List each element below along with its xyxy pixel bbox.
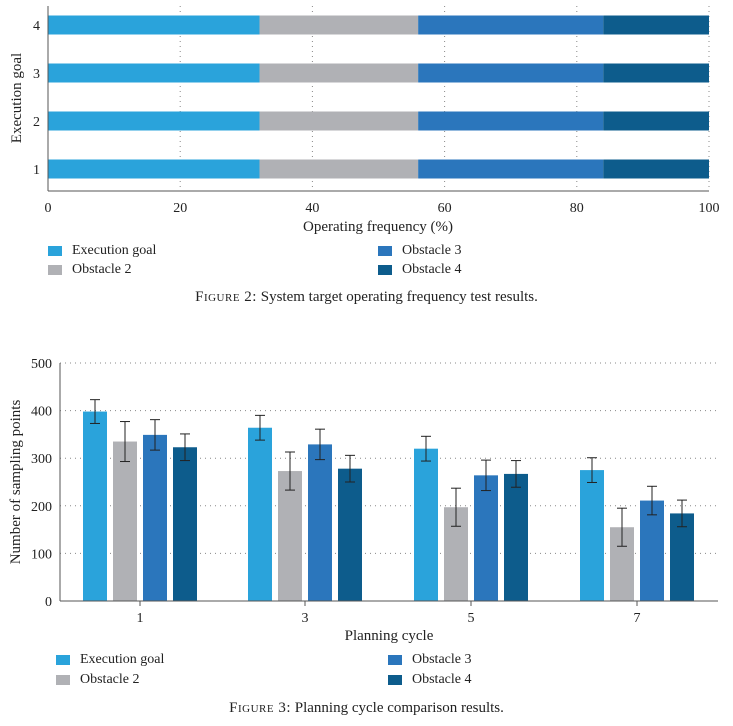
y-tick-label: 100 — [31, 547, 52, 562]
bar-segment — [418, 111, 604, 131]
legend-item-obstacle-4: Obstacle 4 — [388, 672, 471, 688]
legend-swatch — [56, 674, 70, 685]
bar — [338, 468, 362, 601]
bar-segment — [259, 63, 419, 83]
bar-segment — [48, 63, 260, 83]
legend-label: Obstacle 4 — [402, 262, 462, 277]
x-tick-label: 80 — [570, 201, 584, 216]
bar-segment — [418, 63, 604, 83]
bar-segment — [418, 159, 604, 179]
figure-2-caption: Figure 2: System target operating freque… — [0, 289, 733, 306]
bar-segment — [418, 15, 604, 35]
figure-2-caption-text: System target operating frequency test r… — [260, 289, 538, 305]
bar-segment — [259, 15, 419, 35]
bar-segment — [48, 159, 260, 179]
y-tick-label: 300 — [31, 452, 52, 467]
legend-label: Obstacle 2 — [72, 262, 132, 277]
x-tick-label: 5 — [468, 611, 475, 626]
figure-3-chart: 0 100 200 300 400 500 1 3 5 7 Planning cycle Number… — [8, 357, 718, 644]
bar — [474, 475, 498, 601]
y-tick-label: 400 — [31, 405, 52, 420]
bar-segment — [603, 111, 709, 131]
legend-label: Obstacle 3 — [402, 243, 462, 258]
legend-swatch — [56, 654, 70, 665]
bar — [248, 427, 272, 601]
bar — [414, 448, 438, 601]
legend-item-execution-goal: Execution goal — [48, 243, 156, 259]
x-tick-label: 1 — [137, 611, 144, 626]
y-tick-label: 0 — [45, 595, 52, 610]
x-tick-label: 20 — [173, 201, 187, 216]
legend-item-obstacle-3: Obstacle 3 — [388, 652, 471, 668]
bar-segment — [603, 63, 709, 83]
legend-label: Execution goal — [80, 652, 165, 667]
bar-segment — [603, 15, 709, 35]
figure-3-caption: Figure 3: Planning cycle comparison resu… — [0, 700, 733, 717]
y-tick-label: 1 — [33, 163, 40, 178]
bar — [504, 473, 528, 601]
x-axis-label: Planning cycle — [345, 628, 434, 644]
y-axis-label: Number of sampling points — [8, 400, 24, 565]
x-tick-label: 0 — [45, 201, 52, 216]
legend-swatch — [48, 245, 62, 256]
y-tick-label: 3 — [33, 67, 40, 82]
bar — [670, 513, 694, 601]
legend-swatch — [388, 674, 402, 685]
bar-segment — [603, 159, 709, 179]
bar — [173, 447, 197, 601]
legend-item-execution-goal: Execution goal — [56, 652, 164, 668]
legend-label: Obstacle 4 — [412, 672, 472, 687]
legend-label: Obstacle 2 — [80, 672, 140, 687]
bar — [308, 444, 332, 601]
figure-3-caption-text: Planning cycle comparison results. — [294, 700, 504, 716]
bar — [83, 411, 107, 601]
bar — [640, 500, 664, 601]
bar-segment — [259, 159, 419, 179]
bar — [113, 441, 137, 601]
figure-2-caption-label: Figure 2: — [195, 289, 257, 305]
legend-label: Obstacle 3 — [412, 652, 472, 667]
bar — [143, 434, 167, 601]
bar-segment — [259, 111, 419, 131]
bar-segment — [48, 15, 260, 35]
legend-item-obstacle-4: Obstacle 4 — [378, 262, 461, 278]
x-tick-label: 100 — [699, 201, 720, 216]
legend-swatch — [378, 264, 392, 275]
legend-item-obstacle-2: Obstacle 2 — [56, 672, 139, 688]
x-tick-label: 7 — [634, 611, 641, 626]
x-tick-label: 60 — [438, 201, 452, 216]
figure-3-caption-label: Figure 3: — [229, 700, 291, 716]
legend-item-obstacle-2: Obstacle 2 — [48, 262, 131, 278]
x-axis-label: Operating frequency (%) — [303, 219, 453, 235]
legend-swatch — [378, 245, 392, 256]
x-tick-label: 3 — [302, 611, 309, 626]
legend-label: Execution goal — [72, 243, 157, 258]
bar — [278, 471, 302, 601]
bar — [580, 470, 604, 601]
bar-segment — [48, 111, 260, 131]
legend-swatch — [48, 264, 62, 275]
y-tick-label: 4 — [33, 19, 40, 34]
y-tick-label: 500 — [31, 357, 52, 372]
y-axis-label: Execution goal — [9, 53, 25, 143]
x-tick-label: 40 — [305, 201, 319, 216]
y-tick-label: 2 — [33, 115, 40, 130]
y-tick-label: 200 — [31, 500, 52, 515]
legend-swatch — [388, 654, 402, 665]
legend-item-obstacle-3: Obstacle 3 — [378, 243, 461, 259]
